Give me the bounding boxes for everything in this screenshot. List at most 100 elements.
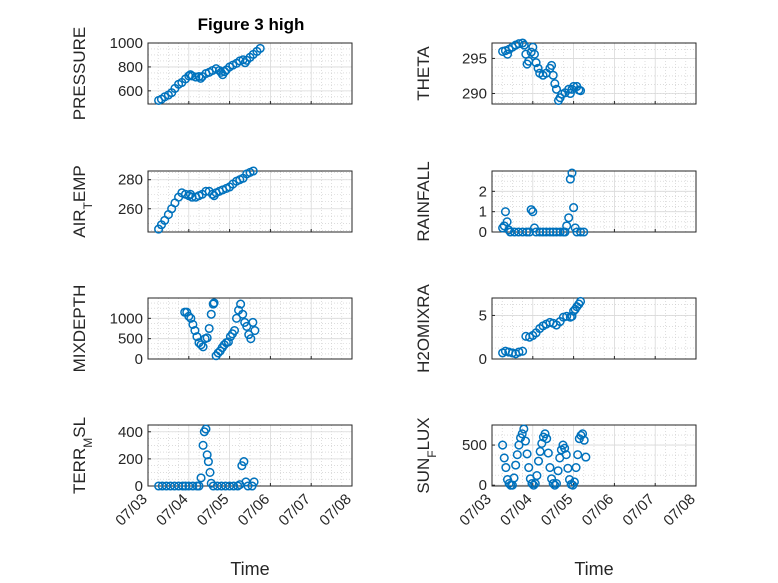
y-tick-label: 5 [479,307,487,324]
y-tick-label: 0 [479,224,487,241]
y-tick-label: 280 [118,172,143,189]
data-point [240,58,250,68]
data-point [565,88,575,99]
figure-title: Figure 3 high [198,15,305,34]
data-point [178,481,188,491]
y-tick-label: 400 [118,424,143,441]
data-point [578,429,588,439]
data-point [229,481,239,491]
data-point [528,207,538,217]
data-point [196,473,206,483]
data-point [565,174,575,184]
axes-outline [147,424,353,487]
data-point [555,227,565,237]
data-point [198,440,208,450]
data-point [233,481,243,491]
subplot-air-temp: 260 280 AIRTEMP [70,165,353,238]
data-point [509,473,519,483]
data-point [223,337,233,347]
data-point [205,467,215,477]
data-point [573,450,583,460]
data-point [192,332,202,342]
data-point [250,325,260,336]
subplot-pressure: 600 800 1000 PRESSURE [70,27,353,120]
y-tick-label: 1000 [110,35,143,52]
data-point [522,449,532,459]
y-tick-label: 500 [462,437,487,454]
data-point [560,443,570,453]
data-point [564,213,574,223]
data-point [246,334,256,344]
data-point [502,217,512,227]
data-point [540,429,550,439]
data-point [532,471,542,481]
y-axis-label: MIXDEPTH [70,285,89,373]
axes-outline [147,297,353,360]
data-point [518,38,528,48]
y-tick-label: 600 [118,83,143,100]
y-tick-label: 1000 [110,310,143,327]
data-point [229,325,240,336]
subplot-rainfall: 0 1 2 RAINFALL [414,161,697,242]
data-point [242,321,252,332]
y-axis-label: AIRTEMP [70,165,95,238]
data-point [548,479,558,489]
data-point [550,480,560,490]
data-point [518,346,528,356]
data-point [545,462,555,473]
data-point [579,227,589,237]
y-tick-label: 295 [462,50,487,67]
data-point [498,440,508,450]
data-point [517,429,527,439]
data-point [545,227,555,237]
data-point [185,70,195,80]
axes-outline [491,170,697,233]
y-tick-label: 290 [462,85,487,102]
data-point [519,40,529,50]
data-point [575,296,586,307]
data-point [551,479,562,489]
data-point [203,457,213,467]
data-point [553,466,563,476]
data-point [579,435,589,445]
data-point [504,225,514,235]
data-point [551,84,562,94]
axes-outline [491,297,697,360]
data-point [514,39,524,49]
data-point [499,453,509,463]
data-point [198,342,208,352]
data-point [562,311,572,321]
y-tick-label: 1 [479,204,487,221]
data-point [581,452,591,462]
data-point [511,460,521,470]
data-point [567,168,577,178]
data-point [236,299,246,309]
data-point [526,205,536,215]
data-point [204,323,214,334]
data-point [562,221,572,231]
data-point [196,73,206,83]
axes-outline [491,424,697,487]
y-tick-label: 2 [479,183,487,200]
y-tick-label: 0 [135,478,143,495]
data-point [501,462,511,473]
y-tick-label: 0 [135,351,143,368]
y-axis-label: TERRMSL [70,417,95,494]
data-point [202,333,212,343]
data-point [519,424,529,434]
x-axis-label: Time [574,559,613,579]
data-point [255,43,265,53]
subplot-h2omixra: 0 5 H2OMIXRA [414,283,697,373]
y-tick-label: 800 [118,59,143,76]
data-point [524,462,534,473]
y-tick-label: 500 [118,331,143,348]
data-point [231,313,242,323]
data-point [560,227,570,237]
data-point [561,450,571,460]
data-point [216,67,226,77]
data-point [543,448,553,458]
data-point [186,313,196,323]
data-point [520,436,531,446]
data-point [575,227,586,237]
